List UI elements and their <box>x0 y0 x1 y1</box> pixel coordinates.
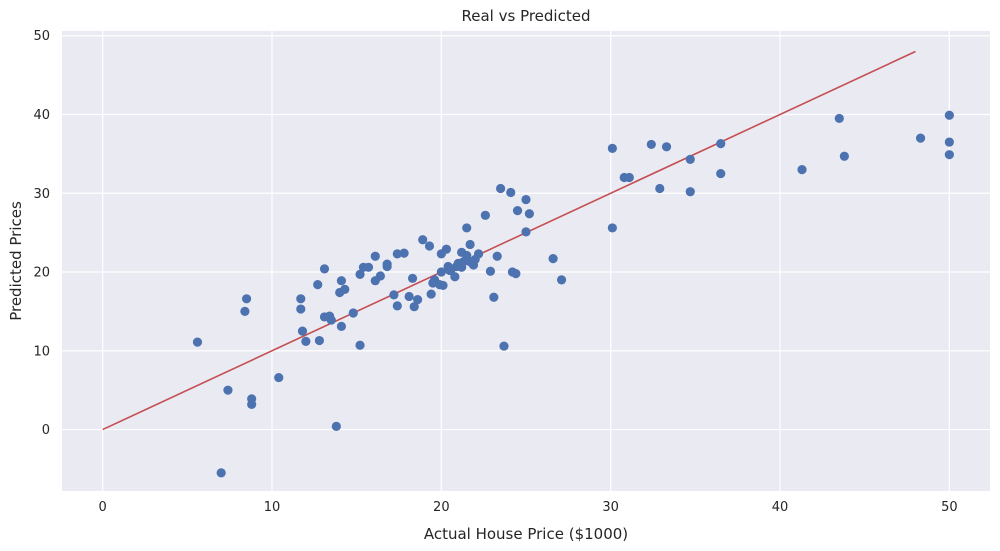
data-point <box>797 165 807 175</box>
data-point <box>392 249 402 259</box>
data-point <box>340 284 350 294</box>
x-tick-label: 10 <box>264 500 281 515</box>
data-point <box>348 308 358 318</box>
data-point <box>436 267 446 277</box>
data-point <box>296 294 306 304</box>
data-point <box>556 275 567 285</box>
data-point <box>389 290 399 300</box>
data-point <box>375 271 385 281</box>
data-point <box>524 209 534 219</box>
data-point <box>944 150 954 160</box>
chart-title: Real vs Predicted <box>462 7 591 25</box>
x-tick-label: 30 <box>602 500 619 515</box>
y-tick-label: 40 <box>33 108 50 123</box>
data-point <box>548 254 558 264</box>
data-point <box>216 468 226 478</box>
y-tick-label: 0 <box>42 423 50 438</box>
data-point <box>274 372 284 383</box>
data-point <box>223 385 233 395</box>
y-tick-label: 20 <box>33 266 50 281</box>
x-tick-label: 0 <box>99 500 107 515</box>
data-point <box>521 194 531 205</box>
x-axis-title: Actual House Price ($1000) <box>424 525 628 543</box>
data-point <box>409 302 419 312</box>
data-point <box>355 340 365 350</box>
data-point <box>413 294 423 305</box>
data-point <box>313 280 323 290</box>
data-point <box>489 292 499 302</box>
data-point <box>404 291 414 302</box>
data-point <box>399 248 409 258</box>
data-point <box>607 143 617 153</box>
data-point <box>499 341 509 351</box>
reference-line <box>102 50 916 431</box>
data-point <box>296 304 306 314</box>
data-point <box>336 321 347 331</box>
data-point <box>655 183 665 194</box>
y-tick-label: 30 <box>33 187 50 202</box>
data-point <box>240 306 250 317</box>
data-point <box>495 183 506 194</box>
data-point <box>392 301 402 311</box>
data-point <box>450 272 460 282</box>
data-point <box>424 241 435 251</box>
data-point <box>944 110 954 120</box>
data-points <box>192 110 954 478</box>
data-point <box>646 139 656 150</box>
plot-area <box>62 31 990 491</box>
data-point <box>511 269 521 279</box>
data-point <box>485 266 496 276</box>
data-point <box>319 264 330 274</box>
data-point <box>839 151 849 161</box>
data-point <box>241 294 252 304</box>
data-point <box>521 227 531 237</box>
data-point <box>301 336 311 346</box>
data-point <box>506 187 516 198</box>
data-point <box>480 210 490 220</box>
data-point <box>314 335 325 346</box>
data-point <box>441 244 452 254</box>
data-point <box>382 259 392 269</box>
data-point <box>944 137 954 147</box>
data-point <box>363 262 374 272</box>
data-point <box>716 168 726 179</box>
data-point <box>492 251 502 261</box>
y-axis-title: Predicted Prices <box>7 201 25 321</box>
data-point <box>685 154 695 164</box>
data-point <box>192 337 203 347</box>
data-point <box>438 280 448 291</box>
data-point <box>247 399 257 409</box>
data-point <box>512 205 523 216</box>
data-point <box>685 187 695 197</box>
data-point <box>624 172 634 183</box>
data-point <box>407 273 418 283</box>
y-tick-label: 10 <box>33 344 50 359</box>
data-point <box>607 223 617 233</box>
data-point <box>661 142 672 152</box>
data-point <box>326 315 336 325</box>
data-point <box>355 269 365 279</box>
y-tick-labels: 0 10 20 30 40 50 <box>33 29 50 438</box>
data-point <box>418 235 428 245</box>
data-point <box>297 326 308 336</box>
data-point <box>331 421 341 432</box>
data-point <box>426 289 436 299</box>
data-point <box>716 139 726 149</box>
data-point <box>834 113 844 124</box>
x-tick-label: 50 <box>941 500 958 515</box>
data-point <box>915 133 926 143</box>
data-point <box>465 239 475 250</box>
data-point <box>462 223 472 233</box>
x-tick-label: 40 <box>772 500 789 515</box>
data-point <box>473 249 484 259</box>
x-tick-labels: 0 10 20 30 40 50 <box>99 500 958 515</box>
x-tick-label: 20 <box>433 500 450 515</box>
data-point <box>370 251 380 261</box>
grid-lines <box>62 31 990 491</box>
data-point <box>336 276 347 286</box>
y-tick-label: 50 <box>33 29 50 44</box>
